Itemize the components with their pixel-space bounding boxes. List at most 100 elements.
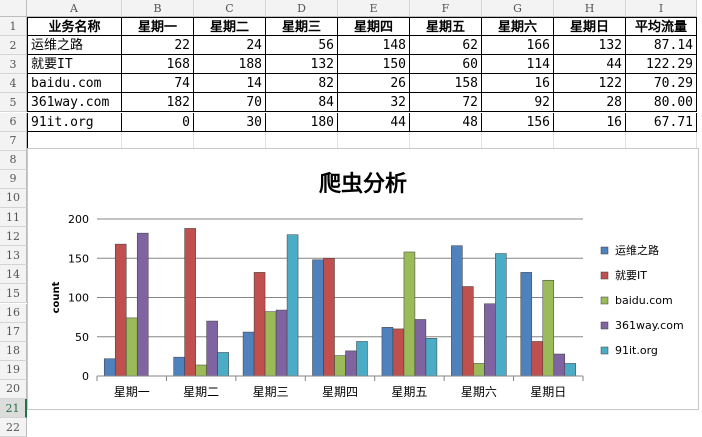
header-cell[interactable]: 平均流量 [626, 17, 697, 37]
value-cell[interactable]: 82 [266, 74, 338, 94]
value-cell[interactable]: 122.29 [626, 55, 697, 75]
column-header-b[interactable]: B [122, 0, 194, 17]
row-header-2[interactable]: 2 [0, 36, 27, 56]
value-cell[interactable]: 24 [194, 36, 266, 56]
row-header-14[interactable]: 14 [0, 265, 27, 285]
header-cell[interactable]: 业务名称 [27, 17, 122, 37]
bar-3-6 [553, 353, 566, 377]
name-cell[interactable]: 就要IT [27, 55, 122, 75]
x-tick-label: 星期三 [253, 385, 289, 399]
value-cell[interactable]: 80.00 [626, 93, 697, 113]
value-cell[interactable]: 72 [410, 93, 482, 113]
row-header-8[interactable]: 8 [0, 150, 27, 170]
row-header-17[interactable]: 17 [0, 322, 27, 342]
row-header-13[interactable]: 13 [0, 246, 27, 266]
value-cell[interactable]: 132 [266, 55, 338, 75]
value-cell[interactable]: 60 [410, 55, 482, 75]
value-cell[interactable]: 87.14 [626, 36, 697, 56]
row-header-18[interactable]: 18 [0, 341, 27, 361]
value-cell[interactable]: 114 [482, 55, 554, 75]
bar-4-6 [564, 363, 577, 377]
header-cell[interactable]: 星期一 [122, 17, 194, 37]
header-cell[interactable]: 星期六 [482, 17, 554, 37]
row-header-22[interactable]: 22 [0, 418, 27, 437]
row-header-6[interactable]: 6 [0, 112, 27, 132]
row-header-19[interactable]: 19 [0, 360, 27, 380]
column-header-a[interactable]: A [27, 0, 122, 17]
row-header-20[interactable]: 20 [0, 379, 27, 399]
bar-4-1 [217, 352, 229, 377]
row-header-1[interactable]: 1 [0, 17, 27, 37]
column-header-g[interactable]: G [482, 0, 554, 17]
value-cell[interactable]: 62 [410, 36, 482, 56]
value-cell[interactable]: 166 [482, 36, 554, 56]
row-header-3[interactable]: 3 [0, 55, 27, 75]
row-header-16[interactable]: 16 [0, 303, 27, 323]
value-cell[interactable]: 158 [410, 74, 482, 94]
value-cell[interactable]: 22 [122, 36, 194, 56]
column-header-e[interactable]: E [338, 0, 410, 17]
value-cell[interactable]: 16 [482, 74, 554, 94]
row-header-12[interactable]: 12 [0, 227, 27, 247]
name-cell[interactable]: 361way.com [27, 93, 122, 113]
row-header-5[interactable]: 5 [0, 93, 27, 113]
value-cell[interactable]: 56 [266, 36, 338, 56]
header-cell[interactable]: 星期五 [410, 17, 482, 37]
column-header-i[interactable]: I [626, 0, 697, 17]
value-cell[interactable]: 92 [482, 93, 554, 113]
value-cell[interactable]: 168 [122, 55, 194, 75]
bar-0-6 [520, 272, 533, 377]
row-header-9[interactable]: 9 [0, 169, 27, 189]
value-cell[interactable]: 188 [194, 55, 266, 75]
value-cell[interactable]: 84 [266, 93, 338, 113]
row-header-10[interactable]: 10 [0, 188, 27, 208]
column-header-h[interactable]: H [554, 0, 626, 17]
value-cell[interactable]: 150 [338, 55, 410, 75]
legend-swatch-3 [600, 321, 609, 330]
value-cell[interactable]: 32 [338, 93, 410, 113]
value-cell[interactable]: 16 [554, 112, 626, 132]
name-cell[interactable]: baidu.com [27, 74, 122, 94]
value-cell[interactable]: 180 [266, 112, 338, 132]
value-cell[interactable]: 48 [410, 112, 482, 132]
value-cell[interactable]: 132 [554, 36, 626, 56]
value-cell[interactable]: 14 [194, 74, 266, 94]
bar-0-3 [312, 259, 324, 377]
value-cell[interactable]: 44 [338, 112, 410, 132]
value-cell[interactable]: 70 [194, 93, 266, 113]
row-header-21[interactable]: 21 [0, 399, 27, 419]
name-cell[interactable]: 91it.org [27, 112, 122, 132]
header-cell[interactable]: 星期四 [338, 17, 410, 37]
value-cell[interactable]: 30 [194, 112, 266, 132]
value-cell[interactable]: 26 [338, 74, 410, 94]
value-cell[interactable]: 182 [122, 93, 194, 113]
y-tick-label: 0 [82, 370, 89, 383]
row-header-15[interactable]: 15 [0, 284, 27, 304]
row-header-11[interactable]: 11 [0, 208, 27, 228]
header-cell[interactable]: 星期日 [554, 17, 626, 37]
header-cell[interactable]: 星期二 [194, 17, 266, 37]
value-cell[interactable]: 28 [554, 93, 626, 113]
bar-0-0 [103, 358, 116, 377]
x-tick-label: 星期日 [530, 385, 566, 399]
value-cell[interactable]: 74 [122, 74, 194, 94]
value-cell[interactable]: 44 [554, 55, 626, 75]
select-all-corner[interactable] [0, 0, 27, 17]
value-cell[interactable]: 122 [554, 74, 626, 94]
header-cell[interactable]: 星期三 [266, 17, 338, 37]
row-header-7[interactable]: 7 [0, 131, 27, 151]
name-cell[interactable]: 运维之路 [27, 36, 122, 56]
column-header-d[interactable]: D [266, 0, 338, 17]
bar-0-1 [173, 356, 185, 377]
value-cell[interactable]: 156 [482, 112, 554, 132]
value-cell[interactable]: 67.71 [626, 112, 697, 132]
legend-swatch-2 [600, 296, 609, 305]
row-header-4[interactable]: 4 [0, 74, 27, 94]
value-cell[interactable]: 70.29 [626, 74, 697, 94]
chart-area[interactable]: 爬虫分析 0 50 100 150 200 count 星期一 星期二 星期三 星期四 星期五 星期六 星… [27, 148, 699, 410]
value-cell[interactable]: 148 [338, 36, 410, 56]
value-cell[interactable]: 0 [122, 112, 194, 132]
column-header-f[interactable]: F [410, 0, 482, 17]
column-header-c[interactable]: C [194, 0, 266, 17]
